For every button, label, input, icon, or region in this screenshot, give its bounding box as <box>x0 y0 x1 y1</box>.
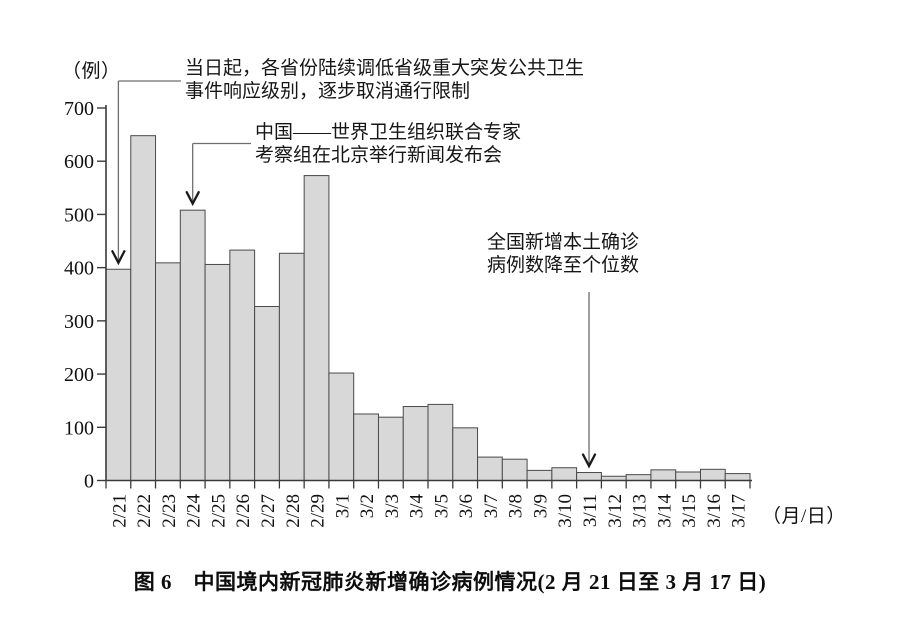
x-category-label: 3/17 <box>729 494 750 528</box>
y-axis-unit-label: （例） <box>62 61 121 82</box>
x-category-label: 3/12 <box>605 494 626 528</box>
x-category-label: 3/3 <box>382 494 403 518</box>
bar-3/5 <box>427 403 454 481</box>
bar-2/25 <box>204 263 231 482</box>
y-tick-label: 0 <box>84 471 94 493</box>
y-tick-label: 100 <box>64 417 94 439</box>
bar-3/17 <box>724 473 751 481</box>
x-category-label: 2/27 <box>258 494 279 528</box>
x-category-label: 3/7 <box>481 494 502 518</box>
bar-3/6 <box>452 427 479 482</box>
x-category-label: 2/22 <box>134 494 155 528</box>
y-tick-label: 700 <box>64 98 94 120</box>
x-category-label: 3/8 <box>506 494 527 518</box>
bar-3/7 <box>477 456 503 481</box>
y-tick-label: 500 <box>64 204 94 226</box>
x-category-label: 3/6 <box>456 494 477 518</box>
x-category-label: 2/24 <box>184 494 205 528</box>
annotation-line: 全国新增本土确诊 <box>487 232 640 253</box>
figure-caption: 图 6 中国境内新冠肺炎新增确诊病例情况(2 月 21 日至 3 月 17 日) <box>133 570 767 594</box>
x-category-label: 3/9 <box>531 494 552 518</box>
x-category-label: 3/1 <box>332 494 353 518</box>
annotation-line: 当日起，各省份陆续调低省级重大突发公共卫生 <box>185 58 585 79</box>
bar-3/10 <box>551 467 578 482</box>
bar-2/29 <box>303 175 330 482</box>
x-category-label: 2/21 <box>109 494 130 528</box>
bar-2/21 <box>105 268 132 481</box>
x-category-label: 3/13 <box>630 494 651 528</box>
bar-3/16 <box>699 468 726 482</box>
x-category-label: 3/4 <box>407 494 428 519</box>
x-category-label: 2/26 <box>233 494 254 528</box>
bar-3/9 <box>526 469 553 482</box>
x-category-label: 3/11 <box>580 494 601 527</box>
annotation-single-digit-cases: 全国新增本土确诊 病例数降至个位数 <box>487 231 639 277</box>
bar-2/23 <box>155 262 181 481</box>
x-category-label: 3/14 <box>654 494 675 528</box>
bar-3/2 <box>353 413 379 482</box>
bar-2/26 <box>229 249 256 481</box>
bar-3/3 <box>377 416 404 482</box>
annotation-line: 事件响应级别，逐步取消通行限制 <box>185 81 471 102</box>
x-category-label: 3/2 <box>357 494 378 518</box>
annotation-line: 病例数降至个位数 <box>487 255 640 276</box>
x-category-label: 2/29 <box>308 494 329 528</box>
bar-3/8 <box>501 458 528 481</box>
arrowhead-down-icon <box>185 191 200 207</box>
x-category-label: 3/5 <box>431 494 452 518</box>
bar-3/4 <box>402 406 429 481</box>
y-tick-label: 400 <box>64 258 94 280</box>
x-axis-unit-label: （月/日） <box>762 506 846 527</box>
arrowhead-down-icon <box>111 250 126 266</box>
bar-3/13 <box>625 474 652 481</box>
bar-3/14 <box>650 469 677 481</box>
x-category-label: 2/25 <box>209 494 230 528</box>
bar-2/28 <box>278 252 305 481</box>
x-category-label: 3/10 <box>555 494 576 528</box>
x-category-label: 2/28 <box>283 494 304 528</box>
bar-2/22 <box>130 135 157 481</box>
bar-2/24 <box>179 209 206 481</box>
y-tick-label: 600 <box>64 151 94 173</box>
annotation-line: 中国——世界卫生组织联合专家 <box>255 122 522 143</box>
y-tick-label: 300 <box>64 311 94 333</box>
x-category-label: 2/23 <box>159 494 180 528</box>
x-category-label: 3/15 <box>679 494 700 528</box>
x-category-label: 3/16 <box>704 494 725 528</box>
arrowhead-down-icon <box>581 453 597 469</box>
bar-3/11 <box>576 472 602 481</box>
bar-2/27 <box>254 305 280 481</box>
bar-3/1 <box>328 372 355 482</box>
annotation-response-level-lowered: 当日起，各省份陆续调低省级重大突发公共卫生 事件响应级别，逐步取消通行限制 <box>185 57 584 103</box>
bar-3/15 <box>675 471 701 481</box>
annotation-line: 考察组在北京举行新闻发布会 <box>255 145 503 166</box>
y-tick-label: 200 <box>64 364 94 386</box>
annotation-who-joint-mission: 中国——世界卫生组织联合专家 考察组在北京举行新闻发布会 <box>255 121 521 167</box>
